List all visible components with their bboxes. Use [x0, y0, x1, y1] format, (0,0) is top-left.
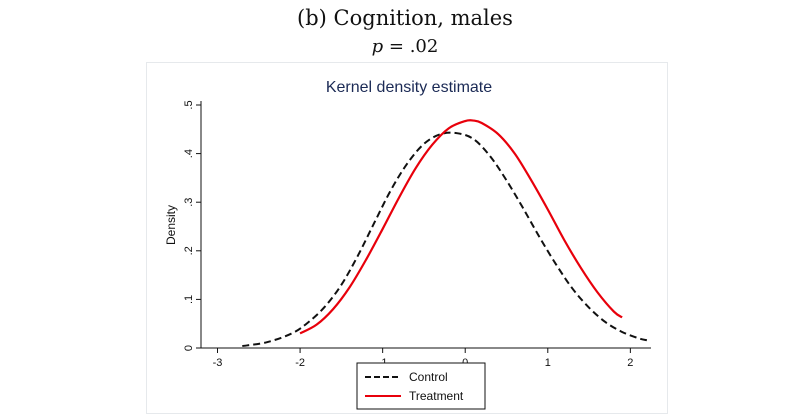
p-value: = .02 — [388, 36, 439, 57]
legend: Control Treatment — [356, 362, 486, 410]
x-tick-label: 1 — [545, 357, 551, 369]
axes: 0.1.2.3.4.5-3-2-1012 — [183, 100, 651, 369]
legend-box — [356, 362, 486, 410]
y-tick-label: .5 — [183, 100, 195, 109]
y-tick-label: .2 — [183, 246, 195, 255]
series-control-line — [242, 131, 648, 348]
chart-panel: Kernel density estimate Density 0 .1 .2 .3.… — [146, 62, 668, 414]
figure-caption: (b) Cognition, males — [297, 6, 513, 30]
y-axis-label: Density — [164, 205, 178, 245]
p-variable: p — [371, 36, 384, 57]
p-value-label: p = .02 — [0, 36, 810, 57]
series-group — [242, 119, 648, 348]
y-tick-label: .4 — [183, 149, 195, 158]
chart-title: Kernel density estimate — [326, 79, 492, 96]
series-treatment-line — [299, 119, 623, 335]
y-tick-label: 0 — [183, 345, 195, 351]
y-tick-label: .3 — [183, 198, 195, 207]
density-chart: Kernel density estimate Density 0 .1 .2 .3.… — [164, 79, 651, 410]
y-tick-label: .1 — [183, 295, 195, 304]
legend-label-treatment: Treatment — [409, 389, 464, 403]
x-tick-label: -3 — [213, 357, 223, 369]
x-tick-label: -2 — [295, 357, 305, 369]
x-tick-label: 2 — [627, 357, 633, 369]
legend-label-control: Control — [409, 370, 448, 384]
